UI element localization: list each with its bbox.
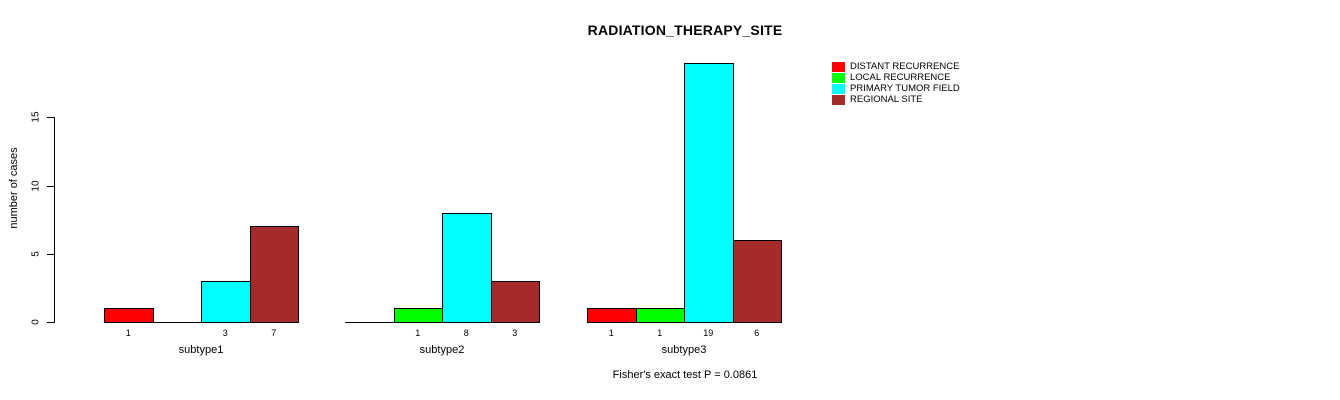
legend-swatch	[832, 94, 845, 105]
bar-subtype1-regional-site	[249, 226, 299, 323]
bar-subtype2-local-recurrence	[393, 308, 443, 323]
legend-swatch	[832, 72, 845, 83]
legend-label: PRIMARY TUMOR FIELD	[850, 83, 960, 94]
bar-value-label: 6	[754, 328, 760, 338]
y-tick-label: 0	[30, 319, 42, 325]
y-axis-line	[54, 117, 55, 323]
x-category-label: subtype1	[178, 344, 224, 356]
legend-item: REGIONAL SITE	[832, 94, 960, 105]
legend-swatch	[832, 83, 845, 94]
bar-value-label: 7	[271, 328, 277, 338]
y-tick-mark	[47, 117, 54, 119]
bar-value-label: 8	[463, 328, 469, 338]
bar-subtype2-primary-tumor-field	[442, 212, 492, 323]
bar-value-label: 1	[608, 328, 614, 338]
legend-swatch	[832, 61, 845, 72]
y-axis-label: number of cases	[8, 147, 20, 229]
bar-value-label: 3	[512, 328, 518, 338]
legend-item: PRIMARY TUMOR FIELD	[832, 83, 960, 94]
x-category-label: subtype3	[661, 344, 707, 356]
chart-title: RADIATION_THERAPY_SITE	[587, 22, 783, 38]
bar-value-label: 1	[125, 328, 131, 338]
bar-subtype1-primary-tumor-field	[201, 281, 251, 323]
fisher-test-annotation: Fisher's exact test P = 0.0861	[612, 369, 758, 381]
bar-value-label: 3	[222, 328, 228, 338]
legend-label: REGIONAL SITE	[850, 94, 923, 105]
legend-label: DISTANT RECURRENCE	[850, 61, 960, 72]
legend: DISTANT RECURRENCE LOCAL RECURRENCE PRIMAR…	[832, 61, 960, 105]
legend-item: DISTANT RECURRENCE	[832, 61, 960, 72]
bar-value-label: 19	[703, 328, 714, 338]
bar-subtype3-regional-site	[732, 240, 782, 323]
y-tick-mark	[47, 253, 54, 255]
bar-value-label: 1	[415, 328, 421, 338]
bar-subtype3-local-recurrence	[635, 308, 685, 323]
bar-subtype3-distant-recurrence	[587, 308, 637, 323]
bar-subtype1-distant-recurrence	[104, 308, 154, 323]
y-tick-label: 5	[30, 250, 42, 257]
legend-label: LOCAL RECURRENCE	[850, 72, 951, 83]
y-tick-label: 15	[30, 111, 42, 123]
y-tick-mark	[47, 185, 54, 187]
bar-subtype3-primary-tumor-field	[684, 62, 734, 323]
x-category-label: subtype2	[419, 344, 465, 356]
y-tick-mark	[47, 322, 54, 323]
y-tick-label: 10	[30, 179, 42, 192]
bar-value-label: 1	[657, 328, 663, 338]
bar-subtype2-regional-site	[490, 281, 540, 323]
legend-item: LOCAL RECURRENCE	[832, 72, 960, 83]
